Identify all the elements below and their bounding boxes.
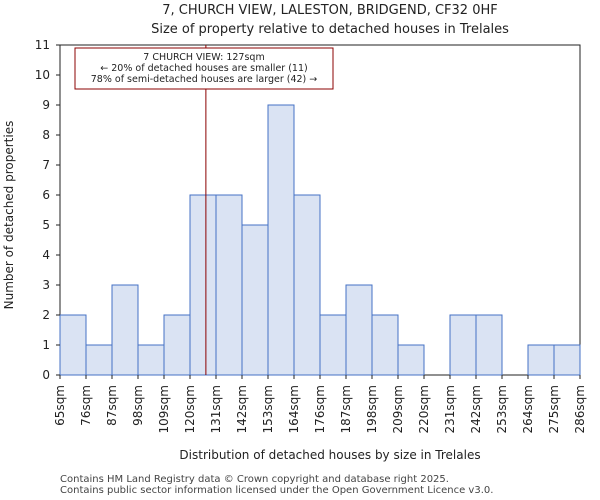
bar <box>163 314 191 376</box>
bar <box>111 284 139 376</box>
y-tick-label: 1 <box>42 338 50 352</box>
y-tick-label: 8 <box>42 128 50 142</box>
x-tick-label: 176sqm <box>313 385 327 433</box>
y-tick-label: 0 <box>42 368 50 382</box>
x-axis-label: Distribution of detached houses by size … <box>179 448 480 462</box>
y-tick-label: 7 <box>42 158 50 172</box>
x-tick-label: 65sqm <box>53 385 67 426</box>
bar <box>397 344 425 376</box>
x-tick-label: 209sqm <box>391 385 405 433</box>
y-tick-label: 3 <box>42 278 50 292</box>
bar <box>137 344 165 376</box>
footer-licence: Contains public sector information licen… <box>60 485 494 496</box>
bar <box>241 224 269 376</box>
x-tick-label: 264sqm <box>521 385 535 433</box>
x-tick-label: 98sqm <box>131 385 145 426</box>
x-tick-label: 275sqm <box>547 385 561 433</box>
y-tick-label: 10 <box>35 68 50 82</box>
x-tick-label: 109sqm <box>157 385 171 433</box>
bar <box>475 314 503 376</box>
bar <box>553 344 581 376</box>
annotation-text: 78% of semi-detached houses are larger (… <box>91 74 318 85</box>
y-tick-label: 4 <box>42 248 50 262</box>
bar <box>345 284 373 376</box>
bar <box>59 314 87 376</box>
x-tick-label: 164sqm <box>287 385 301 433</box>
bar <box>215 194 243 376</box>
x-tick-label: 253sqm <box>495 385 509 433</box>
x-tick-label: 76sqm <box>79 385 93 426</box>
chart-subtitle: Size of property relative to detached ho… <box>151 22 509 37</box>
bar <box>371 314 399 376</box>
x-tick-label: 220sqm <box>417 385 431 433</box>
x-tick-label: 142sqm <box>235 385 249 433</box>
y-tick-label: 9 <box>42 98 50 112</box>
y-axis-label: Number of detached properties <box>2 121 16 310</box>
x-tick-label: 242sqm <box>469 385 483 433</box>
footer-copyright: Contains HM Land Registry data © Crown c… <box>60 474 449 485</box>
x-tick-label: 198sqm <box>365 385 379 433</box>
y-tick-label: 6 <box>42 188 50 202</box>
annotation-box <box>74 47 334 90</box>
bar <box>449 314 477 376</box>
annotation-text: ← 20% of detached houses are smaller (11… <box>100 63 307 74</box>
bar <box>293 194 321 376</box>
y-tick-label: 2 <box>42 308 50 322</box>
x-tick-label: 286sqm <box>573 385 587 433</box>
annotation-text: 7 CHURCH VIEW: 127sqm <box>143 52 264 63</box>
x-tick-label: 231sqm <box>443 385 457 433</box>
bar <box>527 344 555 376</box>
chart-title: 7, CHURCH VIEW, LALESTON, BRIDGEND, CF32… <box>162 3 497 18</box>
bar <box>189 194 217 376</box>
bar <box>85 344 113 376</box>
bar <box>319 314 347 376</box>
x-tick-label: 120sqm <box>183 385 197 433</box>
plot-area: 0 1 2 3 4 5 6 7 8 9 10 11 65sqm 76sqm 87sqm 98sqm 109sqm… <box>35 38 587 433</box>
x-tick-label: 187sqm <box>339 385 353 433</box>
x-tick-label: 131sqm <box>209 385 223 433</box>
x-tick-label: 87sqm <box>105 385 119 426</box>
bar <box>267 104 295 376</box>
x-tick-label: 153sqm <box>261 385 275 433</box>
y-tick-label: 5 <box>42 218 50 232</box>
y-tick-label: 11 <box>35 38 50 52</box>
